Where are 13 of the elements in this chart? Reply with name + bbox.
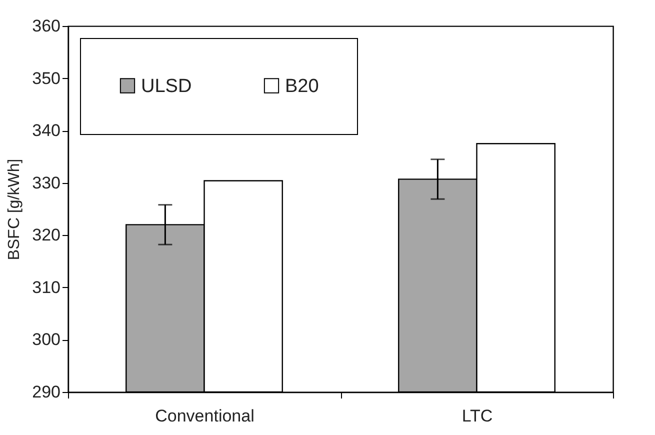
legend-label: ULSD [141, 76, 192, 97]
y-tick-label: 310 [32, 278, 60, 297]
y-tick-label: 320 [32, 226, 60, 245]
y-tick-label: 360 [32, 16, 60, 36]
x-tick-label: LTC [462, 406, 493, 426]
y-tick-label: 340 [32, 121, 60, 140]
x-tick-label: Conventional [155, 406, 254, 426]
y-tick-label: 330 [32, 173, 60, 192]
legend-label: B20 [285, 76, 319, 97]
y-tick-label: 290 [32, 382, 60, 402]
y-tick-label: 350 [32, 68, 60, 88]
y-axis-title: BSFC [g/kWh] [6, 158, 24, 260]
y-tick-label: 300 [32, 330, 60, 350]
